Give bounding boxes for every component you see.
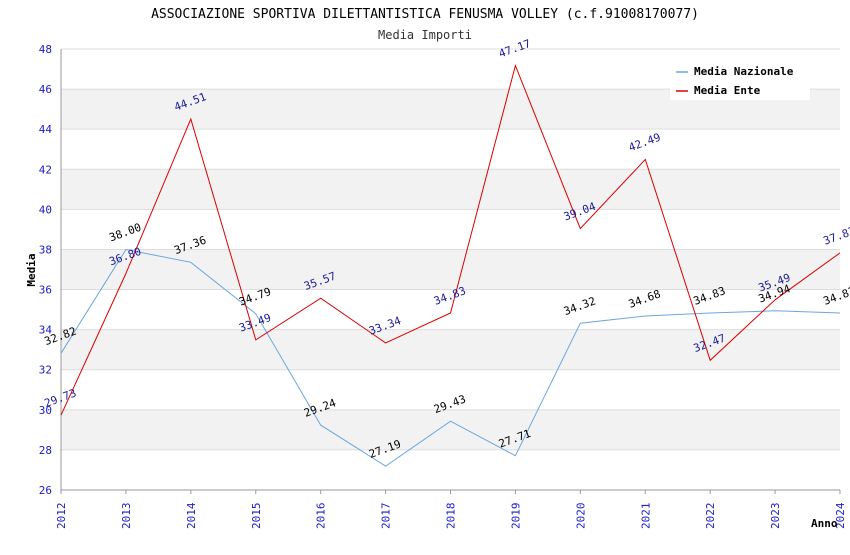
y-tick-labels: 26 28 30 32 34 36 38 40 42 44 46 48 [39, 43, 53, 497]
x-tick-label: 2024 [834, 502, 847, 529]
y-tick-label: 46 [39, 83, 52, 96]
band [61, 329, 840, 370]
data-label: 37.83 [822, 224, 850, 248]
y-tick-label: 26 [39, 484, 52, 497]
data-label: 29.73 [43, 387, 79, 411]
legend-label-ente: Media Ente [694, 84, 761, 97]
background-bands [61, 89, 840, 450]
y-tick-label: 40 [39, 203, 52, 216]
x-tick-label: 2013 [120, 503, 133, 530]
y-tick-label: 36 [39, 284, 52, 297]
data-label: 34.68 [627, 287, 663, 311]
x-tick-label: 2019 [509, 503, 522, 530]
series-line-nazionale [60, 248, 841, 467]
y-tick-label: 44 [39, 123, 53, 136]
y-tick-label: 32 [39, 364, 52, 377]
x-tick-label: 2018 [445, 503, 458, 530]
x-tick-label: 2014 [185, 502, 198, 529]
data-label: 34.32 [562, 294, 598, 318]
data-label: 42.49 [627, 131, 663, 155]
x-tick-label: 2020 [574, 503, 587, 530]
x-tick-labels: 2012 2013 2014 2015 2016 2017 2018 2019 2020 2021… [55, 502, 847, 529]
legend-box [670, 58, 810, 100]
band [61, 169, 840, 210]
chart-title: ASSOCIAZIONE SPORTIVA DILETTANTISTICA FE… [151, 7, 699, 22]
y-tick-label: 28 [39, 444, 52, 457]
x-tick-label: 2012 [55, 503, 68, 530]
grid-lines [61, 48, 840, 491]
series-line-ente [60, 64, 841, 416]
legend-label-nazionale: Media Nazionale [694, 65, 794, 78]
x-tick-label: 2022 [704, 503, 717, 530]
chart-subtitle: Media Importi [378, 28, 472, 42]
data-label: 38.00 [107, 221, 143, 245]
x-tick-label: 2021 [639, 503, 652, 530]
x-axis-label: Anno [811, 517, 838, 530]
y-axis-label: Media [25, 253, 38, 286]
axes [60, 49, 841, 494]
y-tick-label: 48 [39, 43, 52, 56]
x-tick-label: 2016 [315, 503, 328, 530]
y-tick-label: 30 [39, 404, 52, 417]
data-label: 47.17 [497, 37, 533, 61]
legend: Media Nazionale Media Ente [670, 58, 810, 100]
y-tick-label: 42 [39, 163, 52, 176]
band [61, 409, 840, 450]
band [61, 249, 840, 290]
x-tick-label: 2023 [769, 503, 782, 530]
series-lines [60, 64, 841, 467]
y-tick-label: 34 [39, 324, 53, 337]
x-tick-label: 2017 [380, 503, 393, 530]
x-tick-label: 2015 [250, 503, 263, 530]
y-tick-label: 38 [39, 243, 52, 256]
